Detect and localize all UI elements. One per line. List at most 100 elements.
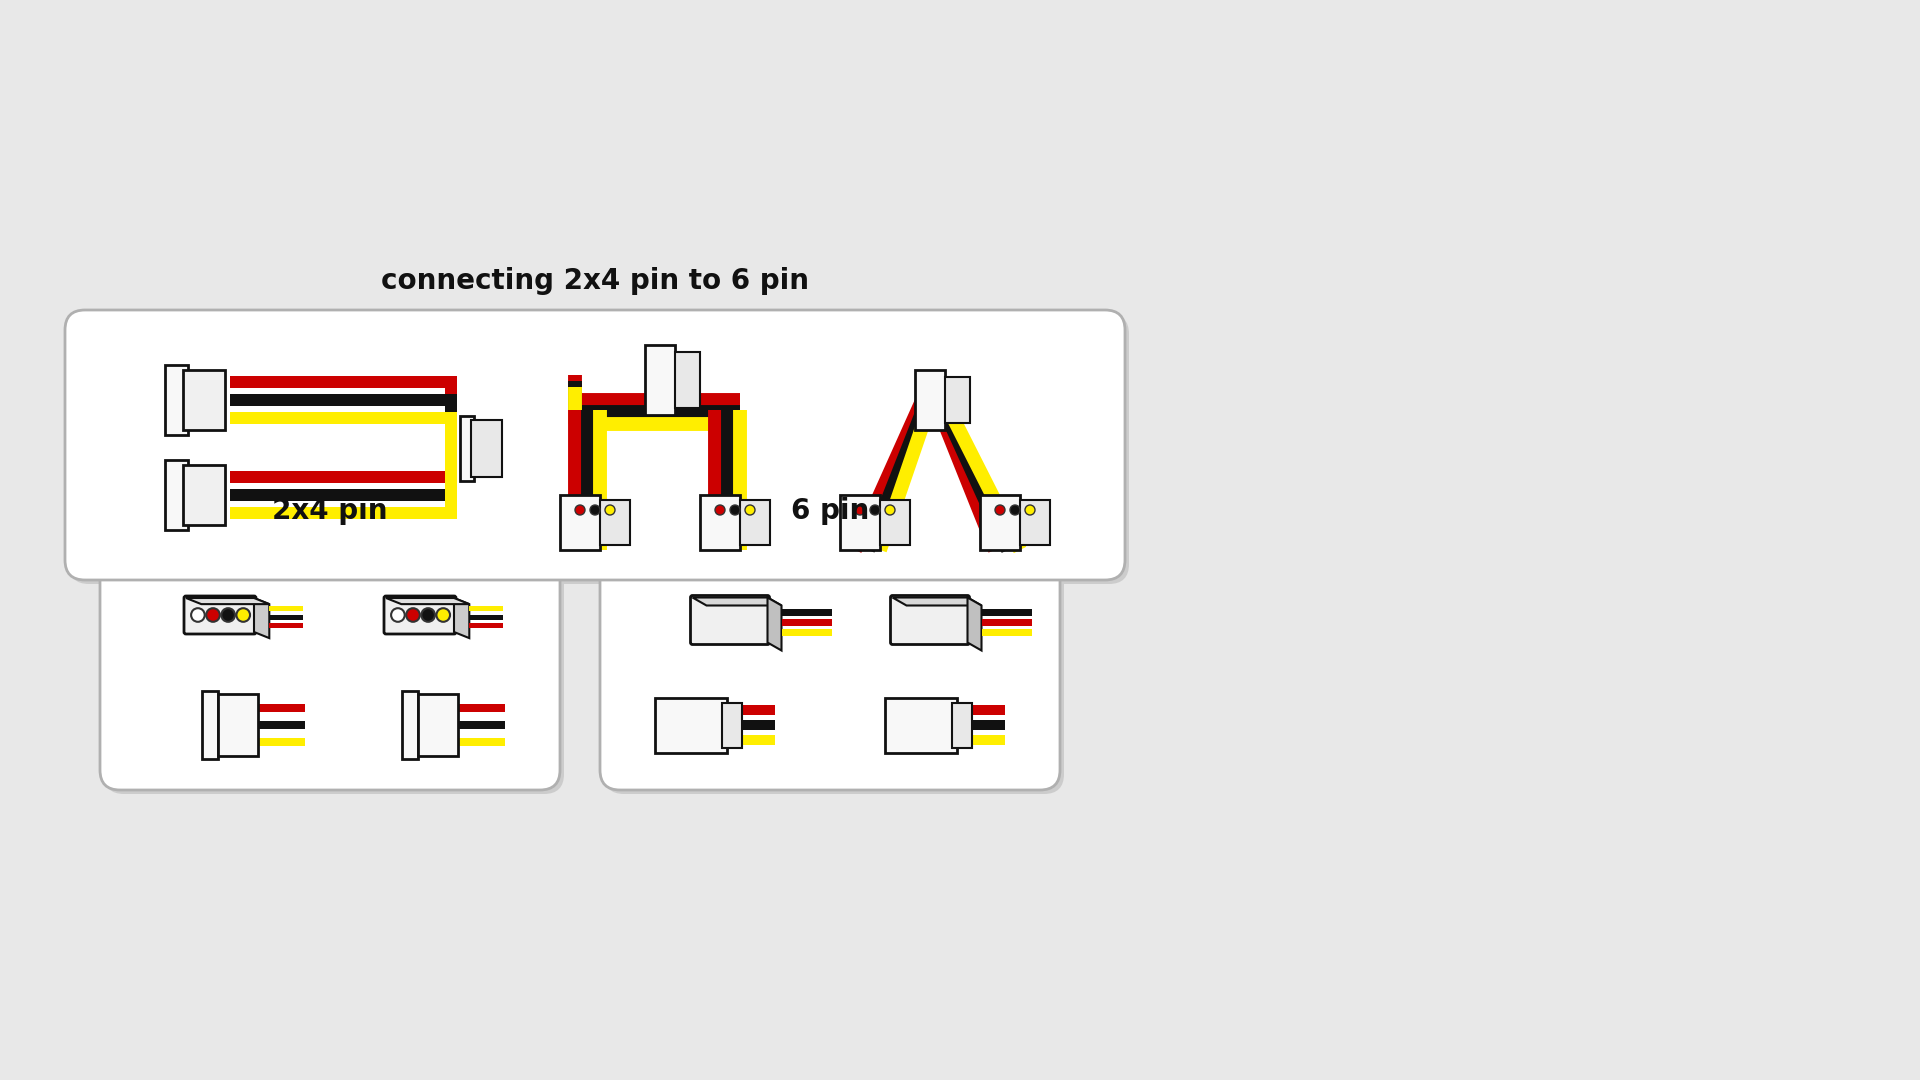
- FancyBboxPatch shape: [69, 314, 1129, 584]
- Bar: [470, 419, 501, 476]
- Circle shape: [589, 505, 599, 515]
- Bar: [981, 629, 1031, 636]
- Bar: [230, 471, 445, 483]
- Bar: [781, 629, 831, 636]
- Circle shape: [236, 608, 250, 622]
- Bar: [952, 702, 972, 747]
- Bar: [722, 702, 741, 747]
- Bar: [960, 705, 1004, 715]
- Circle shape: [436, 608, 449, 622]
- Bar: [459, 704, 505, 712]
- Bar: [202, 691, 219, 759]
- Bar: [945, 377, 970, 423]
- Polygon shape: [386, 598, 468, 604]
- Bar: [445, 411, 457, 519]
- Bar: [230, 507, 445, 519]
- FancyBboxPatch shape: [605, 544, 1064, 794]
- Circle shape: [420, 608, 436, 622]
- Bar: [739, 500, 770, 545]
- Bar: [230, 376, 445, 388]
- Bar: [230, 489, 445, 501]
- Bar: [841, 495, 879, 550]
- Circle shape: [995, 505, 1004, 515]
- Bar: [981, 619, 1031, 626]
- Bar: [979, 495, 1020, 550]
- Circle shape: [205, 608, 219, 622]
- Bar: [981, 609, 1031, 616]
- Bar: [561, 495, 599, 550]
- Circle shape: [392, 608, 405, 622]
- Bar: [468, 615, 503, 620]
- Bar: [701, 495, 739, 550]
- Bar: [879, 500, 910, 545]
- Bar: [459, 738, 505, 746]
- Bar: [230, 394, 445, 406]
- Bar: [257, 720, 305, 729]
- Bar: [269, 606, 303, 611]
- Bar: [730, 705, 776, 715]
- Bar: [445, 394, 457, 501]
- Circle shape: [605, 505, 614, 515]
- Circle shape: [192, 608, 205, 622]
- Circle shape: [714, 505, 726, 515]
- Bar: [1020, 500, 1050, 545]
- Polygon shape: [693, 597, 781, 606]
- Bar: [459, 720, 505, 729]
- Polygon shape: [186, 598, 269, 604]
- Bar: [182, 465, 225, 525]
- Bar: [730, 720, 776, 730]
- Text: connecting 2x4 pin to 6 pin: connecting 2x4 pin to 6 pin: [380, 267, 808, 295]
- Bar: [781, 609, 831, 616]
- Bar: [269, 615, 303, 620]
- Bar: [655, 698, 728, 753]
- Bar: [468, 623, 503, 629]
- Bar: [960, 720, 1004, 730]
- Circle shape: [1010, 505, 1020, 515]
- Bar: [269, 623, 303, 629]
- Polygon shape: [893, 597, 981, 606]
- Circle shape: [885, 505, 895, 515]
- Circle shape: [1025, 505, 1035, 515]
- Text: 6 pin: 6 pin: [791, 497, 870, 525]
- Bar: [916, 370, 945, 430]
- FancyBboxPatch shape: [65, 310, 1125, 580]
- Circle shape: [854, 505, 866, 515]
- Polygon shape: [768, 597, 781, 650]
- Polygon shape: [253, 598, 269, 638]
- Bar: [219, 694, 257, 756]
- FancyBboxPatch shape: [104, 544, 564, 794]
- Bar: [257, 738, 305, 746]
- Bar: [730, 735, 776, 745]
- Bar: [645, 345, 676, 415]
- Circle shape: [730, 505, 739, 515]
- Bar: [182, 370, 225, 430]
- FancyBboxPatch shape: [891, 595, 970, 645]
- Text: 2x4 pin: 2x4 pin: [273, 497, 388, 525]
- Bar: [445, 376, 457, 483]
- Bar: [461, 416, 474, 481]
- FancyBboxPatch shape: [184, 596, 255, 634]
- Bar: [165, 365, 188, 435]
- Bar: [230, 411, 445, 424]
- Polygon shape: [453, 598, 468, 638]
- Polygon shape: [968, 597, 981, 650]
- FancyBboxPatch shape: [384, 596, 457, 634]
- Bar: [165, 460, 188, 530]
- Circle shape: [574, 505, 586, 515]
- Bar: [676, 352, 701, 408]
- Circle shape: [745, 505, 755, 515]
- Circle shape: [221, 608, 234, 622]
- Bar: [468, 606, 503, 611]
- Bar: [419, 694, 459, 756]
- Bar: [960, 735, 1004, 745]
- Circle shape: [407, 608, 420, 622]
- FancyBboxPatch shape: [599, 540, 1060, 789]
- Bar: [599, 500, 630, 545]
- FancyBboxPatch shape: [691, 595, 770, 645]
- Bar: [781, 619, 831, 626]
- FancyBboxPatch shape: [100, 540, 561, 789]
- Bar: [401, 691, 419, 759]
- Circle shape: [870, 505, 879, 515]
- Bar: [885, 698, 956, 753]
- Bar: [257, 704, 305, 712]
